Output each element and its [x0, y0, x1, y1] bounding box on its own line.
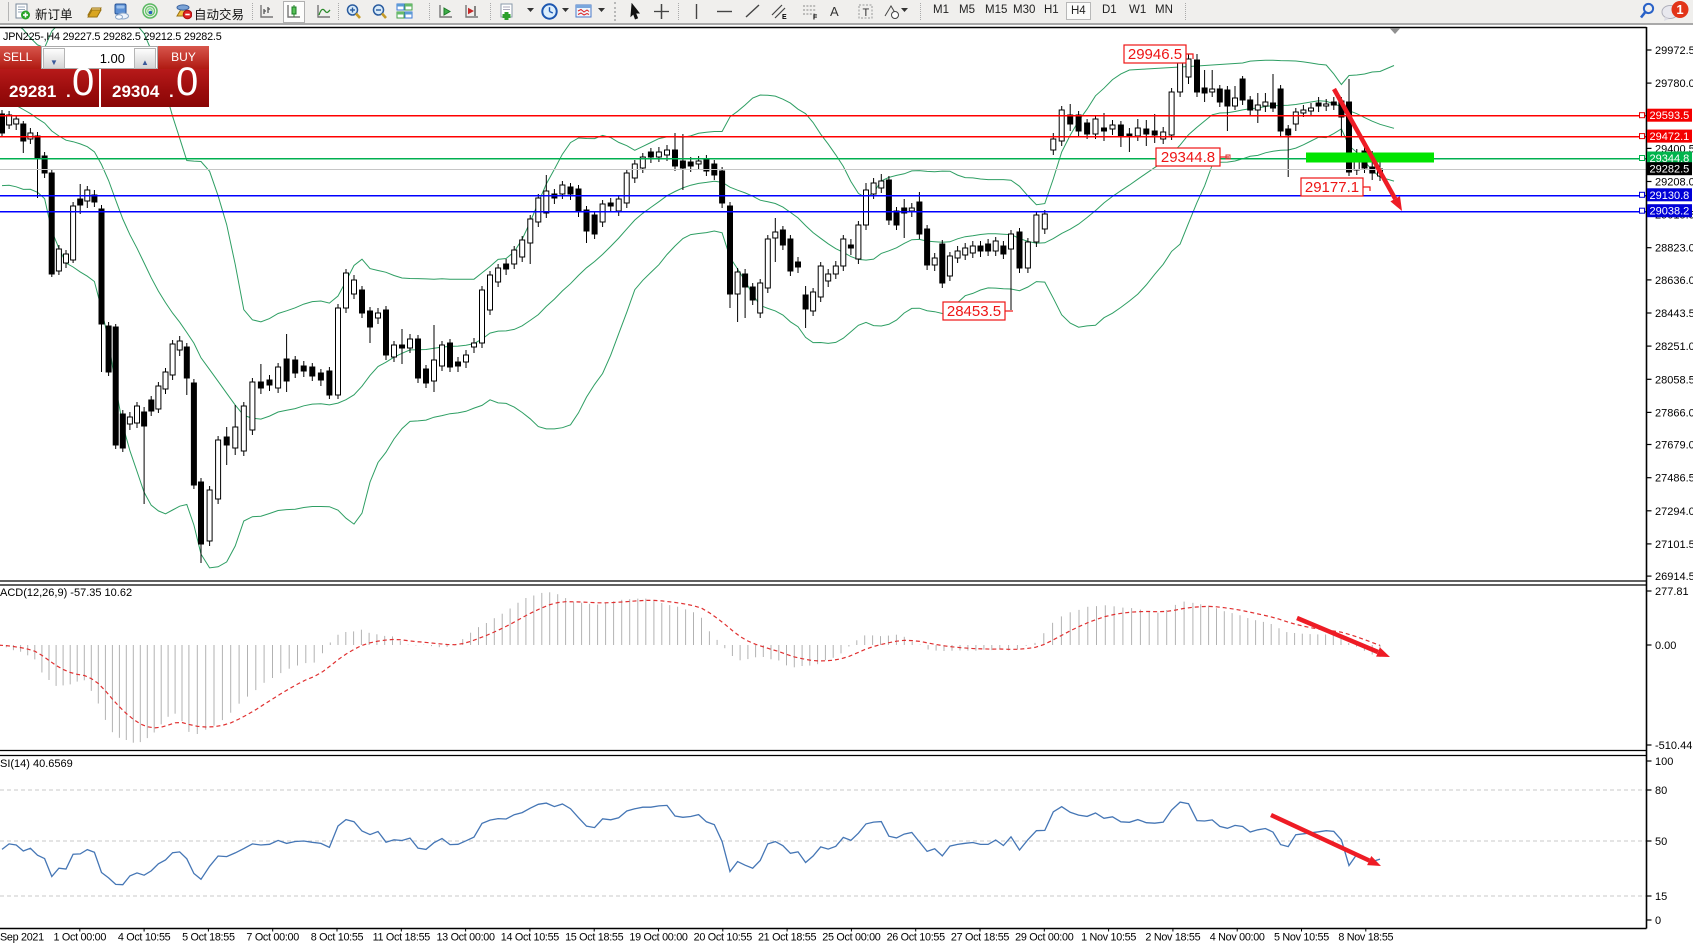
svg-text:8 Nov 18:55: 8 Nov 18:55 — [1338, 932, 1393, 944]
svg-text:25 Oct 00:00: 25 Oct 00:00 — [822, 932, 881, 944]
svg-text:Sep 2021: Sep 2021 — [0, 932, 44, 944]
svg-text:27679.0: 27679.0 — [1655, 440, 1693, 452]
svg-text:28453.5: 28453.5 — [947, 303, 1001, 320]
svg-text:28636.0: 28636.0 — [1655, 275, 1693, 287]
svg-text:15: 15 — [1655, 891, 1667, 903]
svg-text:1 Nov 10:55: 1 Nov 10:55 — [1081, 932, 1136, 944]
svg-text:277.81: 277.81 — [1655, 586, 1689, 598]
svg-text:80: 80 — [1655, 785, 1667, 797]
svg-text:100: 100 — [1655, 756, 1673, 768]
svg-text:E: E — [782, 14, 787, 20]
svg-text:15 Oct 18:55: 15 Oct 18:55 — [565, 932, 624, 944]
svg-text:29344.8: 29344.8 — [1650, 153, 1690, 165]
svg-text:-510.44: -510.44 — [1655, 740, 1692, 752]
svg-text:29593.5: 29593.5 — [1650, 110, 1690, 122]
svg-text:5 Nov 10:55: 5 Nov 10:55 — [1274, 932, 1329, 944]
svg-text:0: 0 — [1655, 915, 1661, 927]
svg-text:29344.8: 29344.8 — [1161, 149, 1215, 166]
svg-text:27866.0: 27866.0 — [1655, 407, 1693, 419]
svg-text:50: 50 — [1655, 836, 1667, 848]
svg-text:T: T — [863, 7, 870, 19]
svg-text:29038.2: 29038.2 — [1650, 206, 1690, 218]
svg-text:29972.5: 29972.5 — [1655, 45, 1693, 57]
svg-text:JPN225-,H4 29227.5 29282.5 29: JPN225-,H4 29227.5 29282.5 29212.5 29282… — [3, 31, 222, 43]
svg-text:28058.5: 28058.5 — [1655, 374, 1693, 386]
svg-text:28823.0: 28823.0 — [1655, 243, 1693, 255]
svg-text:2 Nov 18:55: 2 Nov 18:55 — [1145, 932, 1200, 944]
svg-text:29282.5: 29282.5 — [1650, 164, 1690, 176]
svg-text:29 Oct 00:00: 29 Oct 00:00 — [1015, 932, 1074, 944]
svg-text:8 Oct 10:55: 8 Oct 10:55 — [311, 932, 364, 944]
svg-text:29780.0: 29780.0 — [1655, 78, 1693, 90]
svg-text:11 Oct 18:55: 11 Oct 18:55 — [373, 932, 431, 944]
svg-text:26 Oct 10:55: 26 Oct 10:55 — [887, 932, 946, 944]
svg-text:27101.5: 27101.5 — [1655, 539, 1693, 551]
svg-text:29946.5: 29946.5 — [1128, 46, 1182, 63]
svg-text:28443.5: 28443.5 — [1655, 308, 1693, 320]
svg-text:1 Oct 00:00: 1 Oct 00:00 — [54, 932, 107, 944]
svg-text:29130.8: 29130.8 — [1650, 190, 1690, 202]
svg-text:26914.5: 26914.5 — [1655, 571, 1693, 583]
svg-text:7 Oct 00:00: 7 Oct 00:00 — [246, 932, 299, 944]
svg-text:5 Oct 18:55: 5 Oct 18:55 — [182, 932, 235, 944]
svg-text:27486.5: 27486.5 — [1655, 473, 1693, 485]
svg-text:F: F — [813, 15, 818, 21]
svg-text:21 Oct 18:55: 21 Oct 18:55 — [758, 932, 817, 944]
svg-text:27294.0: 27294.0 — [1655, 506, 1693, 518]
svg-text:20 Oct 10:55: 20 Oct 10:55 — [694, 932, 753, 944]
svg-text:ACD(12,26,9) -57.35 10.62: ACD(12,26,9) -57.35 10.62 — [0, 587, 132, 599]
svg-text:0.00: 0.00 — [1655, 640, 1676, 652]
svg-text:4 Nov 00:00: 4 Nov 00:00 — [1210, 932, 1265, 944]
svg-text:28251.0: 28251.0 — [1655, 341, 1693, 353]
svg-text:1: 1 — [1676, 2, 1683, 17]
svg-text:29208.0: 29208.0 — [1655, 177, 1693, 189]
svg-text:14 Oct 10:55: 14 Oct 10:55 — [501, 932, 560, 944]
svg-text:19 Oct 00:00: 19 Oct 00:00 — [629, 932, 688, 944]
svg-text:4 Oct 10:55: 4 Oct 10:55 — [118, 932, 171, 944]
svg-text:SI(14) 40.6569: SI(14) 40.6569 — [0, 758, 73, 770]
svg-text:27 Oct 18:55: 27 Oct 18:55 — [951, 932, 1010, 944]
svg-text:29177.1: 29177.1 — [1305, 179, 1359, 196]
svg-text:13 Oct 00:00: 13 Oct 00:00 — [436, 932, 495, 944]
svg-text:29472.1: 29472.1 — [1650, 131, 1690, 143]
